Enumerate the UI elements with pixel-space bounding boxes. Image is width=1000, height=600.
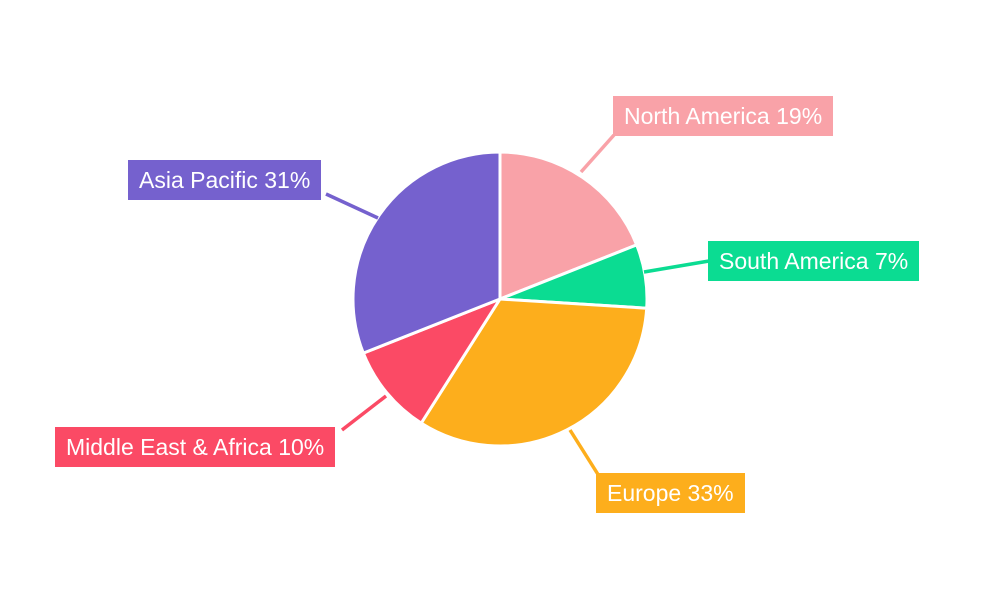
pie-label-north-america: North America 19% bbox=[613, 96, 834, 136]
leader-line-north-america bbox=[579, 133, 616, 174]
pie-slice-middle-east-africa[interactable] bbox=[361, 297, 502, 425]
pie-label-europe: Europe 33% bbox=[596, 473, 745, 513]
leader-line-asia-pacific bbox=[325, 192, 379, 220]
pie-label-asia-pacific: Asia Pacific 31% bbox=[128, 160, 322, 200]
leader-line-europe bbox=[568, 429, 601, 477]
leader-line-middle-east-africa bbox=[340, 394, 388, 432]
pie-slice-north-america[interactable] bbox=[498, 150, 639, 301]
leader-line-south-america bbox=[643, 259, 710, 274]
pie-label-middle-east-africa: Middle East & Africa 10% bbox=[55, 427, 336, 467]
pie-label-south-america: South America 7% bbox=[708, 241, 920, 281]
